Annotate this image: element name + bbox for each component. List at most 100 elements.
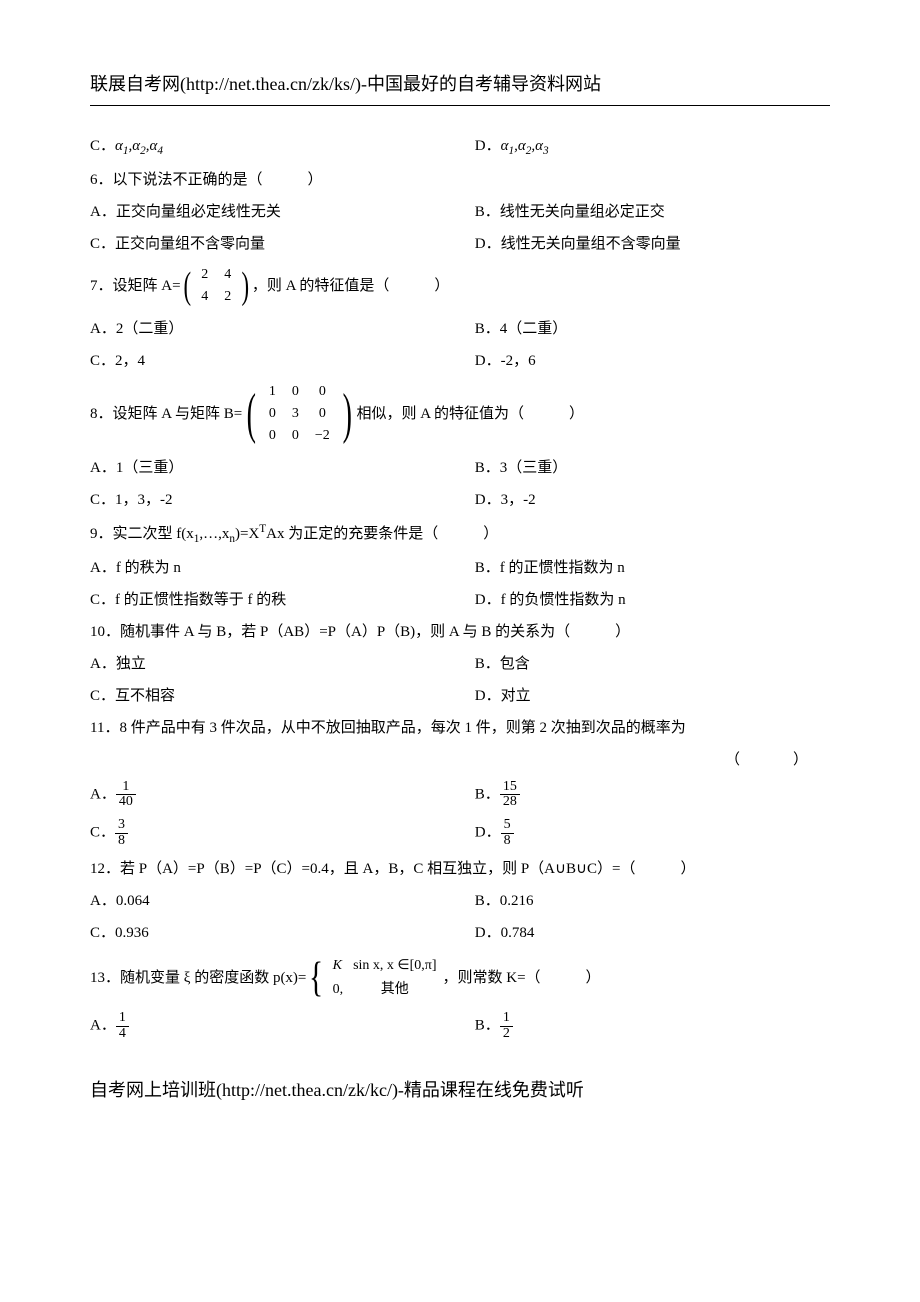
m: 0 <box>261 425 284 447</box>
m: 0 <box>261 403 284 425</box>
q8-option-a: A．1（三重） <box>90 456 475 480</box>
num: 3 <box>115 818 128 834</box>
q10-option-d: D．对立 <box>475 684 830 708</box>
q11-option-b: B．1528 <box>475 780 830 810</box>
q12-options-cd: C．0.936 D．0.784 <box>90 921 830 945</box>
c: 0, <box>329 979 348 1001</box>
q7-post: ，则 A 的特征值是（ ） <box>252 278 450 294</box>
den: 28 <box>500 795 520 810</box>
q5-option-c: C．α1,α2,α4 <box>90 134 475 160</box>
q13-option-b: B．12 <box>475 1011 830 1041</box>
q7-option-b: B．4（二重） <box>475 317 830 341</box>
q11-options-ab: A．140 B．1528 <box>90 780 830 810</box>
fraction: 58 <box>501 818 514 848</box>
m: 0 <box>307 403 338 425</box>
m: 3 <box>284 403 307 425</box>
q7-matrix: (2442) <box>181 264 252 309</box>
q10-option-a: A．独立 <box>90 652 475 676</box>
c: 其他 <box>349 979 440 1001</box>
m: 0 <box>307 381 338 403</box>
q6-option-d: D．线性无关向量组不含零向量 <box>475 232 830 256</box>
m: 0 <box>284 425 307 447</box>
num: 1 <box>116 780 136 796</box>
lbl: A． <box>90 1018 116 1034</box>
q7-options-ab: A．2（二重） B．4（二重） <box>90 317 830 341</box>
num: 1 <box>500 1011 513 1027</box>
fraction: 14 <box>116 1011 129 1041</box>
blank-paren: （ ） <box>725 748 810 772</box>
q7-option-c: C．2，4 <box>90 349 475 373</box>
q11-stem: 11．8 件产品中有 3 件次品，从中不放回抽取产品，每次 1 件，则第 2 次… <box>90 716 830 740</box>
q13-stem: 13．随机变量 ξ 的密度函数 p(x)={Ksin x, x ∈[0,π]0,… <box>90 953 830 1004</box>
den: 8 <box>501 834 514 849</box>
t: 9．实二次型 f(x <box>90 526 194 542</box>
c: sin x, x ∈[0,π] <box>349 955 440 977</box>
q6-option-c: C．正交向量组不含零向量 <box>90 232 475 256</box>
q6-option-b: B．线性无关向量组必定正交 <box>475 200 830 224</box>
q13-post: ，则常数 K=（ ） <box>443 969 601 985</box>
lbl: C． <box>90 825 115 841</box>
q11-option-d: D．58 <box>475 818 830 848</box>
q11-blank: （ ） <box>90 748 830 772</box>
q9-option-d: D．f 的负惯性指数为 n <box>475 588 830 612</box>
q12-option-b: B．0.216 <box>475 889 830 913</box>
lbl: B． <box>475 1018 500 1034</box>
q10-stem: 10．随机事件 A 与 B，若 P（AB）=P（A）P（B)，则 A 与 B 的… <box>90 620 830 644</box>
q13-option-a: A．14 <box>90 1011 475 1041</box>
q13-pre: 13．随机变量 ξ 的密度函数 p(x)= <box>90 969 306 985</box>
q5-options-cd: C．α1,α2,α4 D．α1,α2,α3 <box>90 134 830 160</box>
opt-label: D． <box>475 138 501 154</box>
q10-options-ab: A．独立 B．包含 <box>90 652 830 676</box>
q8-options-ab: A．1（三重） B．3（三重） <box>90 456 830 480</box>
q8-stem: 8．设矩阵 A 与矩阵 B=(10003000−2)相似，则 A 的特征值为（ … <box>90 381 830 448</box>
num: 1 <box>116 1011 129 1027</box>
q8-option-c: C．1，3，-2 <box>90 488 475 512</box>
q7-pre: 7．设矩阵 A= <box>90 278 181 294</box>
q7-option-a: A．2（二重） <box>90 317 475 341</box>
page-footer: 自考网上培训班(http://net.thea.cn/zk/kc/)-精品课程在… <box>90 1070 830 1105</box>
t: )=X <box>235 526 259 542</box>
brace-icon: { <box>309 957 323 999</box>
q9-options-ab: A．f 的秩为 n B．f 的正惯性指数为 n <box>90 556 830 580</box>
num: 5 <box>501 818 514 834</box>
q13-cases: Ksin x, x ∈[0,π]0,其他 <box>327 953 443 1004</box>
t: ,…,x <box>199 526 229 542</box>
q8-options-cd: C．1，3，-2 D．3，-2 <box>90 488 830 512</box>
m: 2 <box>193 264 216 286</box>
q6-stem: 6．以下说法不正确的是（ ） <box>90 168 830 192</box>
q9-options-cd: C．f 的正惯性指数等于 f 的秩 D．f 的负惯性指数为 n <box>90 588 830 612</box>
q6-options-cd: C．正交向量组不含零向量 D．线性无关向量组不含零向量 <box>90 232 830 256</box>
fraction: 1528 <box>500 780 520 810</box>
q13-options-ab: A．14 B．12 <box>90 1011 830 1041</box>
q7-stem: 7．设矩阵 A=(2442)，则 A 的特征值是（ ） <box>90 264 830 309</box>
fraction: 140 <box>116 780 136 810</box>
m: 4 <box>193 286 216 308</box>
q9-stem: 9．实二次型 f(x1,…,xn)=XTAx 为正定的充要条件是（ ） <box>90 520 830 548</box>
q12-option-c: C．0.936 <box>90 921 475 945</box>
den: 40 <box>116 795 136 810</box>
q8-option-b: B．3（三重） <box>475 456 830 480</box>
q5-option-d: D．α1,α2,α3 <box>475 134 830 160</box>
opt-label: C． <box>90 138 115 154</box>
q6-options-ab: A．正交向量组必定线性无关 B．线性无关向量组必定正交 <box>90 200 830 224</box>
m: 4 <box>216 264 239 286</box>
den: 4 <box>116 1027 129 1042</box>
q10-option-b: B．包含 <box>475 652 830 676</box>
q12-options-ab: A．0.064 B．0.216 <box>90 889 830 913</box>
q11-option-a: A．140 <box>90 780 475 810</box>
q12-option-d: D．0.784 <box>475 921 830 945</box>
m: 2 <box>216 286 239 308</box>
m: 1 <box>261 381 284 403</box>
lbl: A． <box>90 786 116 802</box>
den: 2 <box>500 1027 513 1042</box>
q8-option-d: D．3，-2 <box>475 488 830 512</box>
lbl: D． <box>475 825 501 841</box>
m: 0 <box>284 381 307 403</box>
opt-value: α1,α2,α4 <box>115 138 163 154</box>
lbl: B． <box>475 786 500 802</box>
q7-option-d: D．-2，6 <box>475 349 830 373</box>
fraction: 38 <box>115 818 128 848</box>
q9-option-c: C．f 的正惯性指数等于 f 的秩 <box>90 588 475 612</box>
c: K <box>329 955 348 977</box>
fraction: 12 <box>500 1011 513 1041</box>
